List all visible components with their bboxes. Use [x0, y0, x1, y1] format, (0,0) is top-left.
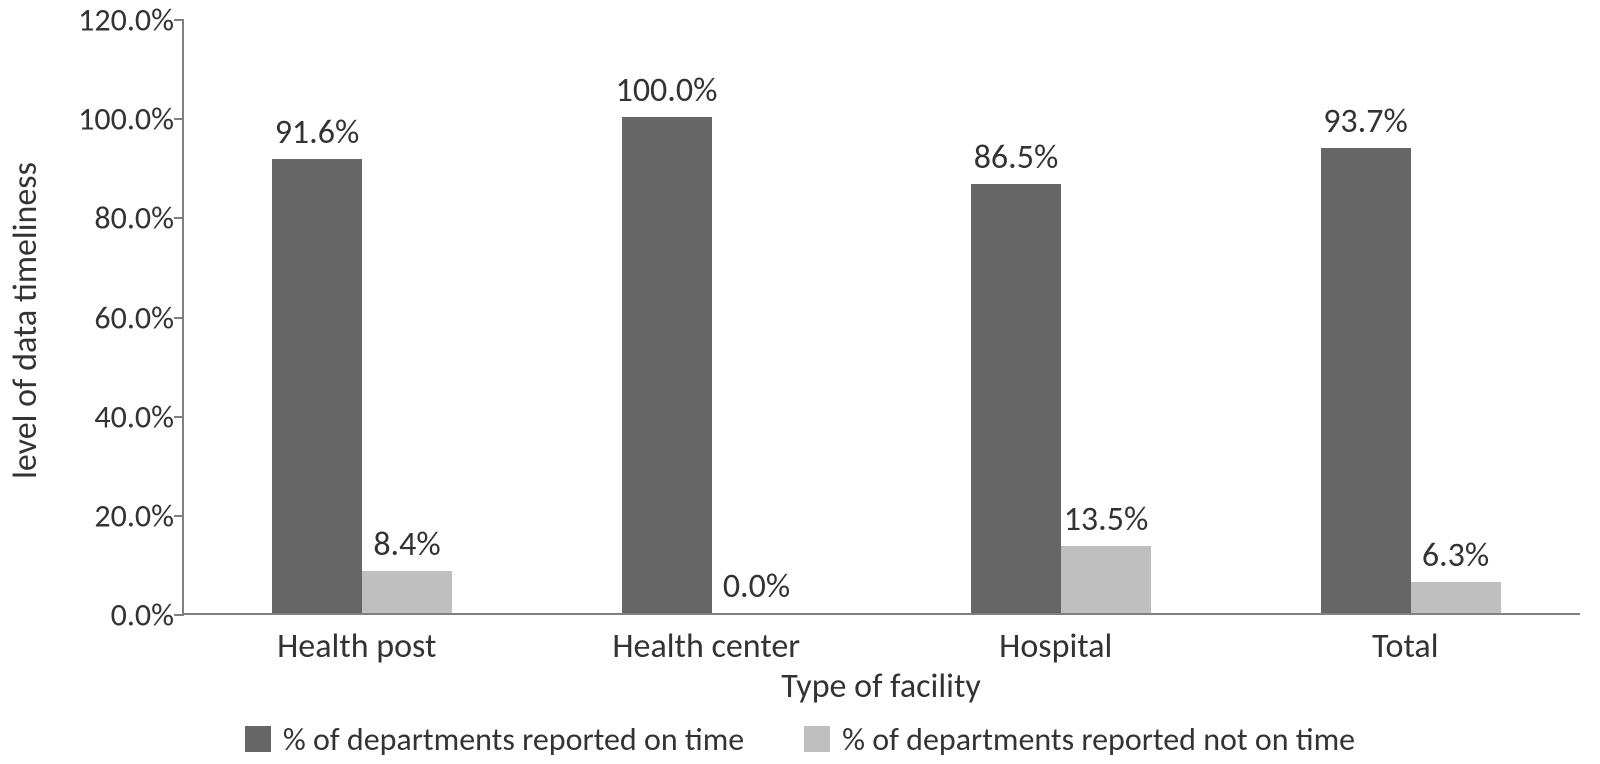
y-tick-label: 120.0% — [78, 1, 174, 40]
x-tick-label: Total — [1231, 626, 1581, 667]
bar: 93.7% — [1321, 148, 1411, 613]
bar-group: 93.7%6.3% — [1233, 20, 1583, 613]
x-axis-ticks: Health postHealth centerHospitalTotal — [182, 620, 1580, 666]
legend-label: % of departments reported on time — [283, 720, 744, 759]
bar-value-label: 8.4% — [373, 524, 440, 565]
y-tick-mark — [174, 515, 184, 517]
bar-group: 91.6%8.4% — [184, 20, 534, 613]
bar-group: 100.0% 0.0% — [534, 20, 884, 613]
x-tick-label: Hospital — [881, 626, 1231, 667]
plot-area: 91.6%8.4%100.0%0.0%86.5%13.5%93.7%6.3% — [182, 20, 1580, 615]
bar: 91.6% — [272, 159, 362, 613]
legend-item: % of departments reported not on time — [804, 720, 1355, 759]
y-tick-label: 100.0% — [78, 100, 174, 139]
y-tick-label: 0.0% — [111, 596, 174, 635]
x-axis-title: Type of facility — [182, 666, 1580, 707]
bar-value-label: 6.3% — [1422, 535, 1489, 576]
x-tick-label: Health post — [182, 626, 532, 667]
bar: 86.5% — [971, 184, 1061, 613]
bar: 13.5% — [1061, 546, 1151, 613]
legend-item: % of departments reported on time — [245, 720, 744, 759]
bar-chart: level of data timeliness 0.0% 20.0% 40.0% 6… — [0, 0, 1600, 764]
bar-value-label: 91.6% — [275, 112, 360, 153]
y-tick-mark — [174, 317, 184, 319]
bar: 100.0% — [622, 117, 712, 613]
bar-value-label: 13.5% — [1064, 499, 1149, 540]
legend: % of departments reported on time % of de… — [0, 714, 1600, 764]
bar: 6.3% — [1411, 582, 1501, 613]
bar-value-label: 0.0% — [723, 566, 790, 607]
legend-swatch — [804, 726, 830, 752]
x-tick-label: Health center — [532, 626, 882, 667]
bar-value-label: 100.0% — [616, 70, 718, 111]
y-tick-label: 60.0% — [94, 298, 174, 337]
y-tick-mark — [174, 118, 184, 120]
bar-value-label: 93.7% — [1323, 101, 1408, 142]
legend-label: % of departments reported not on time — [842, 720, 1355, 759]
bar-group: 86.5%13.5% — [883, 20, 1233, 613]
y-axis-title: level of data timeliness — [0, 0, 50, 640]
bar-value-label: 86.5% — [974, 137, 1059, 178]
y-tick-label: 80.0% — [94, 199, 174, 238]
y-tick-label: 20.0% — [94, 496, 174, 535]
y-tick-mark — [174, 217, 184, 219]
y-tick-mark — [174, 416, 184, 418]
y-axis-title-text: level of data timeliness — [5, 162, 46, 479]
legend-swatch — [245, 726, 271, 752]
y-tick-mark — [174, 19, 184, 21]
y-tick-label: 40.0% — [94, 397, 174, 436]
y-axis-ticks: 0.0% 20.0% 40.0% 60.0% 80.0% 100.0% 120.0% — [50, 0, 182, 640]
bar: 8.4% — [362, 571, 452, 613]
y-tick-mark — [174, 614, 184, 616]
